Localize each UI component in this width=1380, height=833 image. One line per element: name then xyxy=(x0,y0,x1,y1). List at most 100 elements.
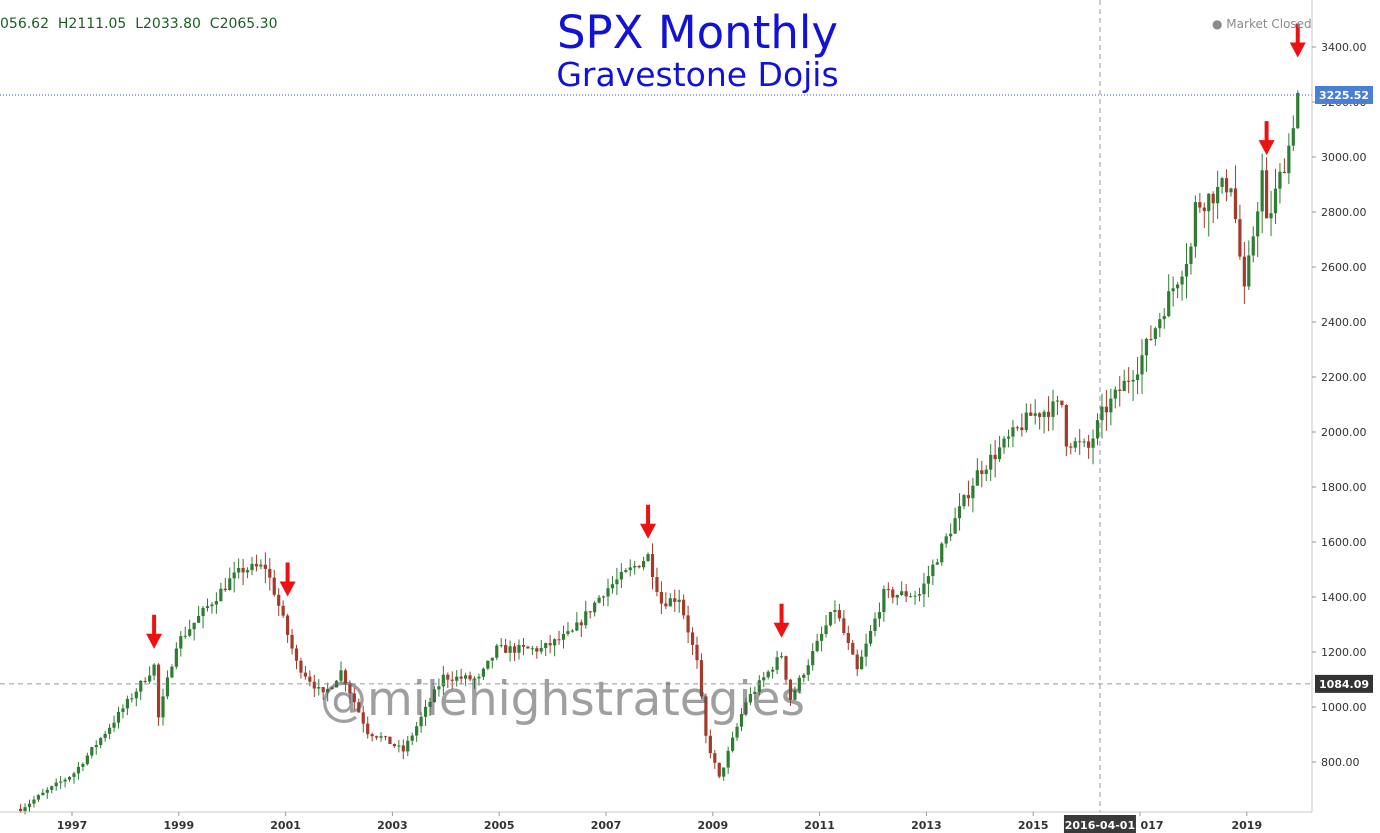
candle-body xyxy=(633,565,637,568)
candle-body xyxy=(143,680,147,682)
candle-body xyxy=(1171,288,1175,292)
candle-body xyxy=(1095,420,1100,439)
candle-body xyxy=(468,675,472,680)
candle-body xyxy=(864,643,868,657)
candle-body xyxy=(197,615,201,623)
candle-body xyxy=(593,602,597,613)
candle-body xyxy=(1135,374,1140,380)
candle-body xyxy=(690,632,695,645)
price-tick-label: 3400.00 xyxy=(1321,41,1367,54)
candle-body xyxy=(557,639,561,641)
price-tick-label: 1600.00 xyxy=(1321,536,1367,549)
candle-body xyxy=(81,764,85,767)
candle-body xyxy=(548,643,552,646)
candle-body xyxy=(971,485,975,499)
candle-body xyxy=(944,536,948,544)
candle-body xyxy=(868,630,873,644)
candle-body xyxy=(459,676,463,679)
candle-body xyxy=(1251,236,1255,256)
candle-body xyxy=(784,656,788,680)
candle-body xyxy=(953,518,957,534)
candle-body xyxy=(423,706,428,717)
time-axis[interactable]: 1997 1999 2001 2003 2005 2007 2009 2011 2013 2015… xyxy=(0,811,1312,833)
candle-body xyxy=(735,726,739,738)
candle-body xyxy=(455,676,459,681)
candle-body xyxy=(886,589,890,591)
candle-body xyxy=(909,596,913,598)
candle-body xyxy=(1158,319,1162,329)
candle-body xyxy=(397,745,401,747)
crosshair-price-badge: 1084.09 xyxy=(1315,674,1373,693)
candle-body xyxy=(535,648,539,652)
candle-body xyxy=(539,648,543,652)
doji-marker-arrow-icon xyxy=(146,614,163,649)
candle-body xyxy=(152,664,156,676)
price-tick-label: 2000.00 xyxy=(1321,426,1367,439)
candle-body xyxy=(1256,211,1260,237)
candle-body xyxy=(708,735,712,754)
candle-body xyxy=(855,654,859,670)
candle-body xyxy=(1278,171,1282,189)
candle-body xyxy=(1265,170,1269,219)
candle-body xyxy=(294,648,299,661)
candle-body xyxy=(1167,291,1171,317)
candle-body xyxy=(717,762,721,777)
candle-body xyxy=(312,681,316,689)
arrow-head xyxy=(1258,140,1275,156)
time-tick-label: 017 xyxy=(1141,819,1164,832)
ohlc-readout: 056.62 H2111.05 L2033.80 C2065.30 xyxy=(0,16,278,32)
candle-body xyxy=(989,454,993,470)
price-axis[interactable]: 800.00 1000.00 1200.00 1400.00 1600.00 1800.0… xyxy=(1311,0,1373,812)
candle-body xyxy=(308,676,312,682)
candle-body xyxy=(1260,170,1264,212)
candle-body xyxy=(931,564,935,577)
candle-body xyxy=(19,808,23,812)
candle-body xyxy=(161,696,165,718)
status-dot-icon: ● xyxy=(1212,17,1227,31)
candle-body xyxy=(775,657,779,670)
crosshair-date-label: 2016-04-01 xyxy=(1065,819,1135,832)
candle-body xyxy=(601,596,606,598)
candle-body xyxy=(1100,406,1104,421)
candle-body xyxy=(250,563,254,571)
candle-body xyxy=(1198,202,1202,208)
market-status: ● Market Closed xyxy=(1212,17,1312,31)
candle-body xyxy=(842,618,846,633)
candle-body xyxy=(957,506,962,519)
candle-body xyxy=(1015,427,1019,429)
candle-body xyxy=(1229,188,1233,193)
candle-body xyxy=(1113,389,1117,399)
candle-body xyxy=(116,711,121,723)
candle-body xyxy=(228,578,232,591)
candle-body xyxy=(526,646,530,649)
candle-body xyxy=(268,568,272,578)
candle-body xyxy=(1082,441,1086,443)
candle-body xyxy=(59,781,63,783)
candle-body xyxy=(490,657,494,661)
candle-body xyxy=(134,691,138,699)
candle-body xyxy=(771,669,775,672)
candle-body xyxy=(1180,276,1184,285)
candle-body xyxy=(748,694,752,703)
candle-body xyxy=(588,611,592,613)
arrow-head xyxy=(773,622,790,638)
candle-body xyxy=(352,693,356,703)
candle-body xyxy=(949,533,953,537)
candle-body xyxy=(619,571,623,580)
candle-body xyxy=(277,594,281,606)
price-tick-label: 1800.00 xyxy=(1321,481,1367,494)
candle-body xyxy=(50,786,54,790)
candle-body xyxy=(766,671,770,678)
candle-body xyxy=(677,599,681,602)
candle-body xyxy=(112,722,116,728)
candle-body xyxy=(615,579,619,585)
candle-body xyxy=(241,567,245,573)
candles-layer xyxy=(19,90,1300,815)
candle-body xyxy=(183,635,187,637)
candle-body xyxy=(1046,411,1051,417)
candle-body xyxy=(477,676,481,679)
crosshair-price-badge-label: 1084.09 xyxy=(1319,678,1369,691)
candle-body xyxy=(846,632,850,644)
candle-body xyxy=(1060,400,1064,406)
